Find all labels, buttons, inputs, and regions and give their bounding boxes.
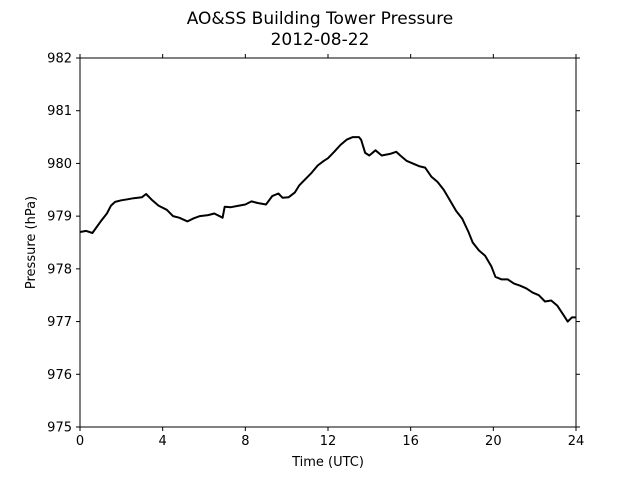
plot-frame: [79, 57, 577, 428]
axis-tick-labels: 0 4 8 12 16 20 24 975 976 977 978 979 980 981 982: [47, 52, 584, 450]
y-tick-label: 979: [47, 210, 72, 225]
chart-subtitle: 2012-08-22: [271, 30, 370, 50]
y-tick-label: 978: [47, 262, 72, 277]
y-tick-label: 975: [47, 421, 72, 436]
axis-ticks: [76, 54, 580, 431]
y-tick-label: 976: [47, 368, 72, 383]
x-tick-label: 16: [402, 434, 419, 449]
x-tick-label: 12: [320, 434, 337, 449]
x-tick-label: 20: [485, 434, 502, 449]
x-tick-label: 4: [159, 434, 167, 449]
y-axis-label: Pressure (hPa): [24, 196, 39, 289]
y-tick-label: 982: [47, 52, 72, 67]
x-axis-label: Time (UTC): [291, 455, 364, 470]
x-tick-label: 0: [76, 434, 84, 449]
y-tick-label: 980: [47, 157, 72, 172]
x-tick-label: 8: [241, 434, 249, 449]
chart-title: AO&SS Building Tower Pressure: [187, 9, 454, 29]
y-tick-label: 981: [47, 104, 72, 119]
x-tick-label: 24: [568, 434, 585, 449]
y-tick-label: 977: [47, 315, 72, 330]
pressure-series-line: [79, 136, 576, 323]
